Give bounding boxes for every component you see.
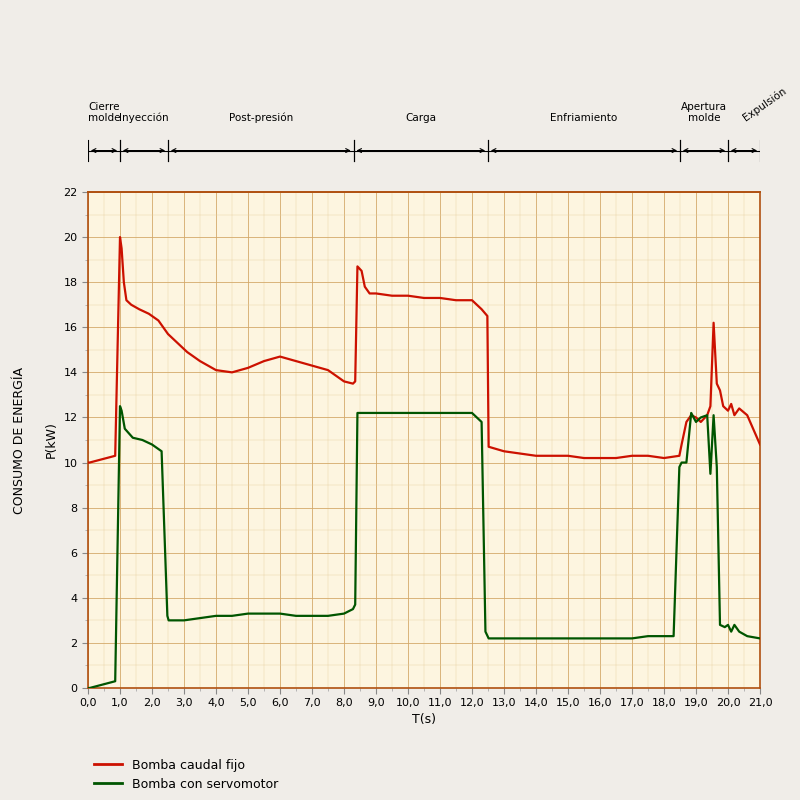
Text: CONSUMO DE ENERGÍA: CONSUMO DE ENERGÍA bbox=[14, 366, 26, 514]
Text: Apertura
molde: Apertura molde bbox=[681, 102, 727, 123]
Y-axis label: P(kW): P(kW) bbox=[45, 422, 58, 458]
Text: Cierre
molde: Cierre molde bbox=[88, 102, 120, 123]
Text: Expulsión: Expulsión bbox=[741, 86, 789, 123]
Text: Inyección: Inyección bbox=[119, 113, 169, 123]
Text: Enfriamiento: Enfriamiento bbox=[550, 114, 618, 123]
Text: Post-presión: Post-presión bbox=[229, 113, 293, 123]
Text: Carga: Carga bbox=[406, 114, 436, 123]
X-axis label: T(s): T(s) bbox=[412, 713, 436, 726]
Legend: Bomba caudal fijo, Bomba con servomotor: Bomba caudal fijo, Bomba con servomotor bbox=[94, 758, 278, 791]
